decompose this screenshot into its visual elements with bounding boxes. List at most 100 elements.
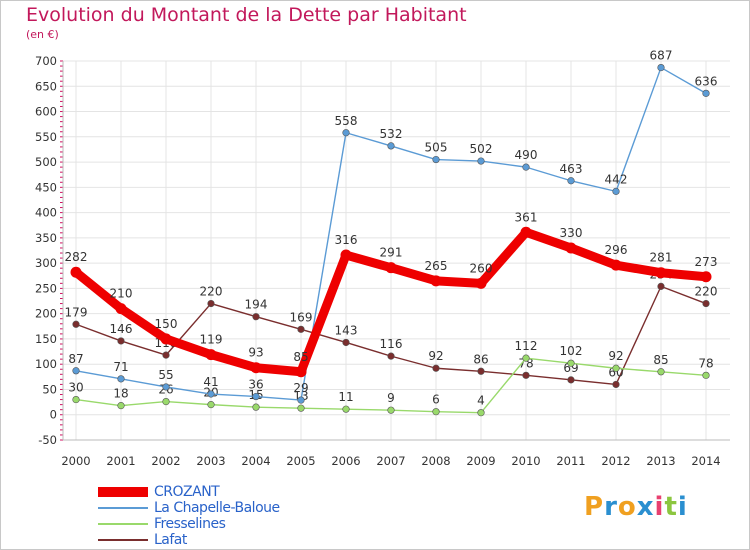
data-point-lafat <box>207 299 215 308</box>
data-label-crozant: 85 <box>293 350 308 364</box>
data-point-crozant <box>655 267 667 279</box>
data-label-crozant: 273 <box>695 255 718 269</box>
data-label-la-chapelle-baloue: 41 <box>203 375 218 389</box>
data-label-la-chapelle-baloue: 442 <box>605 172 628 186</box>
data-point-lafat <box>657 282 665 290</box>
data-point-fresselines <box>612 364 620 372</box>
data-point-lafat <box>432 364 440 372</box>
y-tick-label: 650 <box>35 79 57 93</box>
y-tick-label: 350 <box>35 231 57 245</box>
data-point-lafat <box>522 371 530 379</box>
data-label-fresselines: 9 <box>387 391 395 405</box>
x-tick-label: 2004 <box>241 454 270 468</box>
data-label-lafat: 220 <box>200 285 223 299</box>
data-label-fresselines: 112 <box>515 339 538 353</box>
x-tick-label: 2008 <box>421 454 450 468</box>
y-tick-label: 100 <box>35 357 57 371</box>
y-tick-label: 500 <box>35 155 57 169</box>
data-point-lafat <box>252 313 260 321</box>
y-tick-label: 450 <box>35 180 57 194</box>
data-label-fresselines: 6 <box>432 393 440 407</box>
data-label-la-chapelle-baloue: 490 <box>515 148 538 162</box>
data-point-fresselines <box>702 371 710 379</box>
data-label-fresselines: 18 <box>113 387 128 401</box>
legend-label-crozant: CROZANT <box>154 484 220 500</box>
data-label-crozant: 260 <box>470 261 493 275</box>
data-label-crozant: 361 <box>515 210 538 224</box>
data-point-fresselines <box>567 359 575 367</box>
data-point-fresselines <box>477 409 485 417</box>
y-tick-label: 0 <box>50 408 57 422</box>
data-point-la-chapelle-baloue <box>342 129 350 137</box>
data-point-fresselines <box>657 368 665 376</box>
chart-subtitle: (en €) <box>26 28 59 41</box>
y-tick-label: 50 <box>42 382 57 396</box>
x-tick-label: 2006 <box>331 454 360 468</box>
data-point-crozant <box>430 275 442 287</box>
logo-letter: t <box>664 492 678 522</box>
data-label-lafat: 116 <box>380 337 403 351</box>
data-point-crozant <box>115 303 127 315</box>
data-label-la-chapelle-baloue: 55 <box>158 368 173 382</box>
data-label-crozant: 93 <box>248 346 263 360</box>
legend-swatch-la-chapelle-baloue <box>98 507 148 509</box>
data-label-la-chapelle-baloue: 71 <box>113 360 128 374</box>
data-point-la-chapelle-baloue <box>432 155 440 164</box>
data-label-lafat: 179 <box>65 305 88 319</box>
legend-swatch-fresselines <box>98 523 148 525</box>
data-label-fresselines: 11 <box>338 390 353 404</box>
data-point-la-chapelle-baloue <box>612 187 620 195</box>
data-label-lafat: 86 <box>473 352 488 366</box>
data-point-lafat <box>162 351 170 359</box>
data-label-la-chapelle-baloue: 29 <box>293 381 308 395</box>
data-point-crozant <box>610 259 622 271</box>
data-label-la-chapelle-baloue: 687 <box>650 49 673 63</box>
data-point-lafat <box>702 299 710 308</box>
data-point-la-chapelle-baloue <box>477 157 485 165</box>
data-point-la-chapelle-baloue <box>387 142 395 150</box>
x-tick-label: 2003 <box>196 454 225 468</box>
logo-letter: x <box>636 492 655 522</box>
y-tick-label: 700 <box>35 54 57 68</box>
data-label-la-chapelle-baloue: 505 <box>425 141 448 155</box>
data-label-lafat: 220 <box>695 285 718 299</box>
data-label-la-chapelle-baloue: 502 <box>470 142 493 156</box>
data-point-la-chapelle-baloue <box>297 396 305 404</box>
data-label-crozant: 291 <box>380 246 403 260</box>
data-point-la-chapelle-baloue <box>117 375 125 383</box>
x-tick-label: 2000 <box>61 454 90 468</box>
y-tick-label: 400 <box>35 206 57 220</box>
x-tick-label: 2013 <box>646 454 675 468</box>
data-point-crozant <box>700 271 712 283</box>
legend-label-lafat: Lafat <box>154 532 187 548</box>
data-label-fresselines: 102 <box>560 344 583 358</box>
data-label-crozant: 316 <box>335 233 358 247</box>
data-label-lafat: 69 <box>563 361 578 375</box>
data-label-crozant: 330 <box>560 226 583 240</box>
data-point-la-chapelle-baloue <box>72 367 80 375</box>
x-tick-label: 2014 <box>691 454 720 468</box>
data-point-lafat <box>567 376 575 384</box>
data-label-crozant: 281 <box>650 251 673 265</box>
data-point-crozant <box>205 349 217 361</box>
data-point-fresselines <box>252 403 260 411</box>
data-point-fresselines <box>117 402 125 410</box>
data-label-crozant: 119 <box>200 333 223 347</box>
data-point-crozant <box>565 242 577 254</box>
x-tick-label: 2002 <box>151 454 180 468</box>
data-label-la-chapelle-baloue: 558 <box>335 114 358 128</box>
data-point-lafat <box>297 325 305 333</box>
data-label-la-chapelle-baloue: 87 <box>68 352 83 366</box>
data-point-fresselines <box>297 404 305 412</box>
y-tick-label: 250 <box>35 281 57 295</box>
data-label-crozant: 265 <box>425 259 448 273</box>
data-label-lafat: 143 <box>335 323 358 337</box>
x-tick-label: 2007 <box>376 454 405 468</box>
data-label-lafat: 169 <box>290 310 313 324</box>
data-point-crozant <box>70 266 82 278</box>
data-point-fresselines <box>522 354 530 362</box>
data-point-fresselines <box>387 406 395 414</box>
data-point-fresselines <box>72 395 80 404</box>
data-point-lafat <box>342 338 350 347</box>
logo-letter: r <box>604 492 618 522</box>
